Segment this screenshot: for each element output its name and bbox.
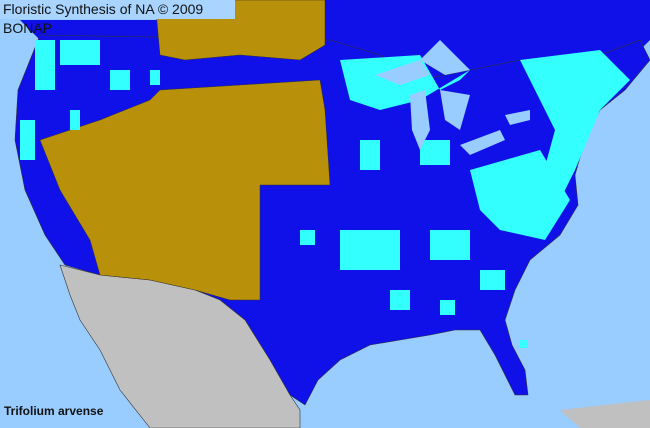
absent-region-west xyxy=(39,79,331,301)
map-title: Floristic Synthesis of NA © 2009 BONAP xyxy=(0,0,235,36)
species-name: Trifolium arvense xyxy=(4,404,104,418)
cuba xyxy=(560,400,650,428)
great-lakes xyxy=(375,40,530,155)
